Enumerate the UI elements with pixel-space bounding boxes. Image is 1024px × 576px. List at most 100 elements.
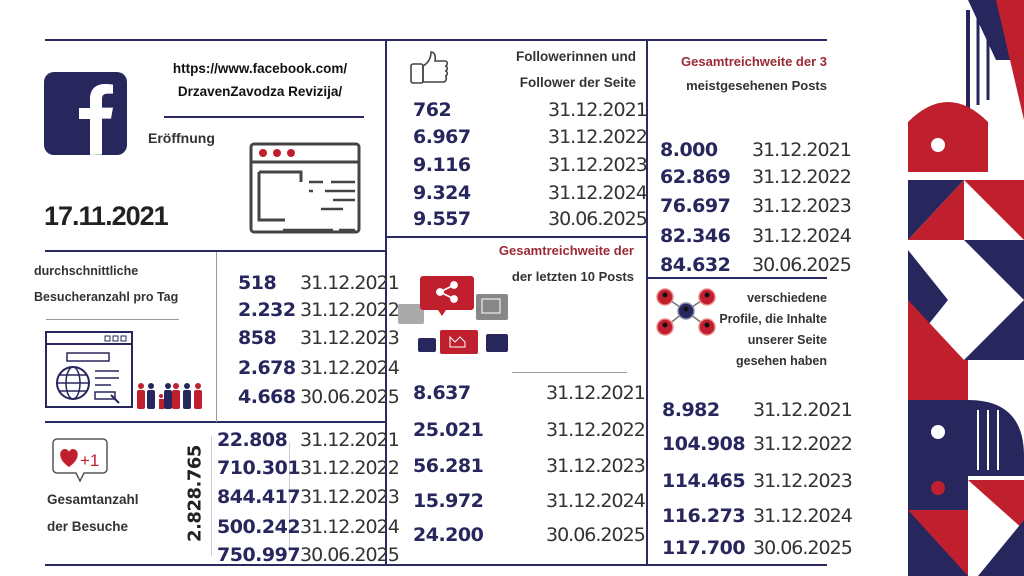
divider <box>211 436 212 556</box>
stat-value: 844.417 <box>217 486 301 508</box>
stat-value: 15.972 <box>413 490 484 512</box>
title-line: der letzten 10 Posts <box>511 269 634 284</box>
visits-title: Gesamtanzahl der Besuche <box>47 486 139 540</box>
title-line: der Besuche <box>47 519 129 534</box>
followers-title: Followerinnen und Follower der Seite <box>480 44 636 96</box>
browser-window-icon <box>249 142 361 234</box>
visits-badge: +1 <box>80 451 100 470</box>
stat-row: 710.301 31.12.2022 <box>217 455 400 481</box>
opening-date: 17.11.2021 <box>44 201 169 231</box>
stat-date: 30.06.2025 <box>753 537 853 559</box>
opening-label: Eröffnung <box>148 130 215 146</box>
stat-date: 31.12.2022 <box>546 419 646 441</box>
stat-row: 24.200 30.06.2025 <box>413 522 646 548</box>
stat-value: 62.869 <box>660 166 731 188</box>
stat-row: 15.972 31.12.2024 <box>413 488 646 514</box>
social-share-icon <box>398 276 508 354</box>
stat-row: 9.324 31.12.2024 <box>413 180 648 206</box>
stat-row: 84.632 30.06.2025 <box>660 252 852 278</box>
stat-row: 9.116 31.12.2023 <box>413 152 648 178</box>
title-line: meistgesehenen Posts <box>686 78 827 93</box>
stat-value: 8.637 <box>413 382 471 404</box>
stat-row: 8.000 31.12.2021 <box>660 137 852 163</box>
stat-row: 76.697 31.12.2023 <box>660 193 852 219</box>
stat-date: 30.06.2025 <box>300 544 400 566</box>
stat-date: 31.12.2021 <box>546 382 646 404</box>
stat-value: 2.678 <box>238 357 296 379</box>
stat-row: 104.908 31.12.2022 <box>662 431 853 457</box>
avg-visitors-title: durchschnittliche Besucheranzahl pro Tag <box>34 258 178 310</box>
website-globe-icon <box>45 331 133 408</box>
page-url[interactable]: https://www.facebook.com/DrzavenZavodza … <box>160 57 360 103</box>
divider <box>45 39 827 41</box>
url-line: DrzavenZavodza Revizija/ <box>177 84 343 99</box>
stat-date: 31.12.2024 <box>753 505 853 527</box>
stat-row: 9.557 30.06.2025 <box>413 206 648 232</box>
divider <box>45 421 386 423</box>
divider <box>385 39 387 566</box>
stat-value: 24.200 <box>413 524 484 546</box>
stat-row: 22.808 31.12.2021 <box>217 427 400 453</box>
stat-value: 116.273 <box>662 505 746 527</box>
stat-row: 116.273 31.12.2024 <box>662 503 853 529</box>
stat-date: 31.12.2023 <box>752 195 852 217</box>
stat-row: 844.417 31.12.2023 <box>217 484 400 510</box>
divider <box>45 250 386 252</box>
url-line: https://www.facebook.com/ <box>172 61 348 76</box>
stat-date: 31.12.2022 <box>300 299 400 321</box>
stat-value: 762 <box>413 99 452 121</box>
title-line: Profile, die Inhalte <box>719 312 827 326</box>
stat-row: 750.997 30.06.2025 <box>217 542 400 568</box>
stat-date: 30.06.2025 <box>300 386 400 408</box>
stat-date: 31.12.2023 <box>753 470 853 492</box>
stat-value: 25.021 <box>413 419 484 441</box>
stat-row: 114.465 31.12.2023 <box>662 468 853 494</box>
stat-value: 710.301 <box>217 457 301 479</box>
stat-date: 31.12.2023 <box>300 486 400 508</box>
facebook-logo-icon <box>44 72 127 155</box>
stat-row: 4.668 30.06.2025 <box>238 384 400 410</box>
stat-row: 8.982 31.12.2021 <box>662 397 853 423</box>
stat-row: 858 31.12.2023 <box>238 325 400 351</box>
stat-value: 8.982 <box>662 399 720 421</box>
decorative-geometric-pattern <box>908 0 1024 576</box>
stat-row: 6.967 31.12.2022 <box>413 124 648 150</box>
stat-value: 56.281 <box>413 455 484 477</box>
title-line: unserer Seite <box>747 333 827 347</box>
divider <box>164 116 364 118</box>
stat-date: 31.12.2022 <box>753 433 853 455</box>
divider <box>46 319 179 320</box>
stat-date: 31.12.2023 <box>300 327 400 349</box>
stat-value: 518 <box>238 272 277 294</box>
stat-row: 2.232 31.12.2022 <box>238 297 400 323</box>
network-profiles-icon <box>656 288 716 336</box>
stat-value: 82.346 <box>660 225 731 247</box>
divider <box>512 372 627 373</box>
title-line: durchschnittliche <box>34 264 139 278</box>
title-line: Gesamtreichweite der <box>498 243 634 258</box>
title-line: Besucheranzahl pro Tag <box>34 290 179 304</box>
people-icon <box>137 383 202 409</box>
stat-value: 4.668 <box>238 386 296 408</box>
divider <box>216 252 217 422</box>
stat-row: 56.281 31.12.2023 <box>413 453 646 479</box>
stat-date: 30.06.2025 <box>546 524 646 546</box>
stat-value: 8.000 <box>660 139 718 161</box>
stat-date: 30.06.2025 <box>752 254 852 276</box>
reach10-title: Gesamtreichweite der der letzten 10 Posts <box>470 238 634 290</box>
stat-value: 2.232 <box>238 299 296 321</box>
profiles-title: verschiedene Profile, die Inhalte unserer … <box>700 288 827 372</box>
stat-value: 9.324 <box>413 182 471 204</box>
stat-value: 84.632 <box>660 254 731 276</box>
stat-date: 31.12.2024 <box>546 490 646 512</box>
stat-date: 31.12.2021 <box>300 272 400 294</box>
stat-value: 104.908 <box>662 433 746 455</box>
stat-value: 76.697 <box>660 195 731 217</box>
divider <box>45 564 827 566</box>
stat-row: 2.678 31.12.2024 <box>238 355 400 381</box>
stat-date: 31.12.2023 <box>546 455 646 477</box>
divider <box>647 277 827 279</box>
stat-date: 30.06.2025 <box>548 208 648 230</box>
title-line: Gesamtanzahl <box>47 492 139 507</box>
stat-row: 117.700 30.06.2025 <box>662 535 853 561</box>
